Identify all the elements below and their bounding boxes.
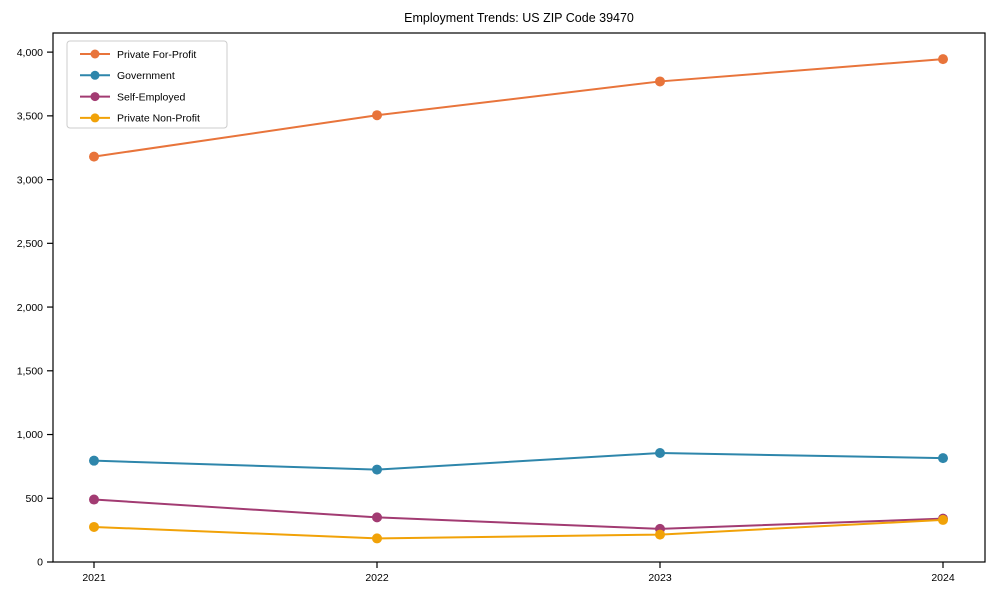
data-point-marker (372, 464, 382, 475)
y-tick-label: 1,000 (17, 429, 43, 441)
data-point-marker (938, 54, 948, 65)
x-tick-label: 2021 (82, 572, 106, 584)
plot-border (52, 32, 986, 563)
legend-sample-marker (90, 70, 100, 80)
legend-sample-marker (90, 113, 100, 123)
y-tick-label: 500 (25, 493, 43, 505)
legend-box (66, 40, 228, 129)
data-point-marker (89, 494, 99, 505)
x-tick-label: 2024 (931, 572, 955, 584)
data-point-marker (89, 151, 99, 162)
chart-title: Employment Trends: US ZIP Code 39470 (404, 11, 634, 25)
data-point-marker (655, 529, 665, 540)
series-line-government (93, 452, 944, 471)
data-point-marker (372, 512, 382, 523)
legend-label: Government (117, 70, 175, 82)
y-tick-label: 4,000 (17, 47, 43, 59)
data-point-marker (89, 521, 99, 532)
legend-sample-marker (90, 92, 100, 102)
data-point-marker (938, 514, 948, 525)
data-point-marker (89, 455, 99, 466)
y-tick-label: 2,000 (17, 302, 43, 314)
y-tick-label: 2,500 (17, 238, 43, 250)
series-line-private-non-profit (93, 518, 944, 540)
legend-sample-marker (90, 49, 100, 59)
y-tick-label: 3,000 (17, 174, 43, 186)
data-point-marker (372, 533, 382, 544)
data-point-marker (372, 110, 382, 121)
series-line-private-for-profit (93, 58, 944, 158)
series-line-self-employed (93, 498, 944, 530)
legend-label: Self-Employed (117, 91, 185, 103)
data-point-marker (938, 453, 948, 464)
data-point-marker (655, 448, 665, 459)
y-tick-label: 3,500 (17, 111, 43, 123)
legend-label: Private Non-Profit (117, 113, 200, 125)
x-tick-label: 2023 (648, 572, 672, 584)
y-tick-label: 1,500 (17, 365, 43, 377)
data-point-marker (655, 76, 665, 87)
legend-label: Private For-Profit (117, 49, 196, 61)
y-tick-label: 0 (37, 557, 43, 569)
x-tick-label: 2022 (365, 572, 389, 584)
